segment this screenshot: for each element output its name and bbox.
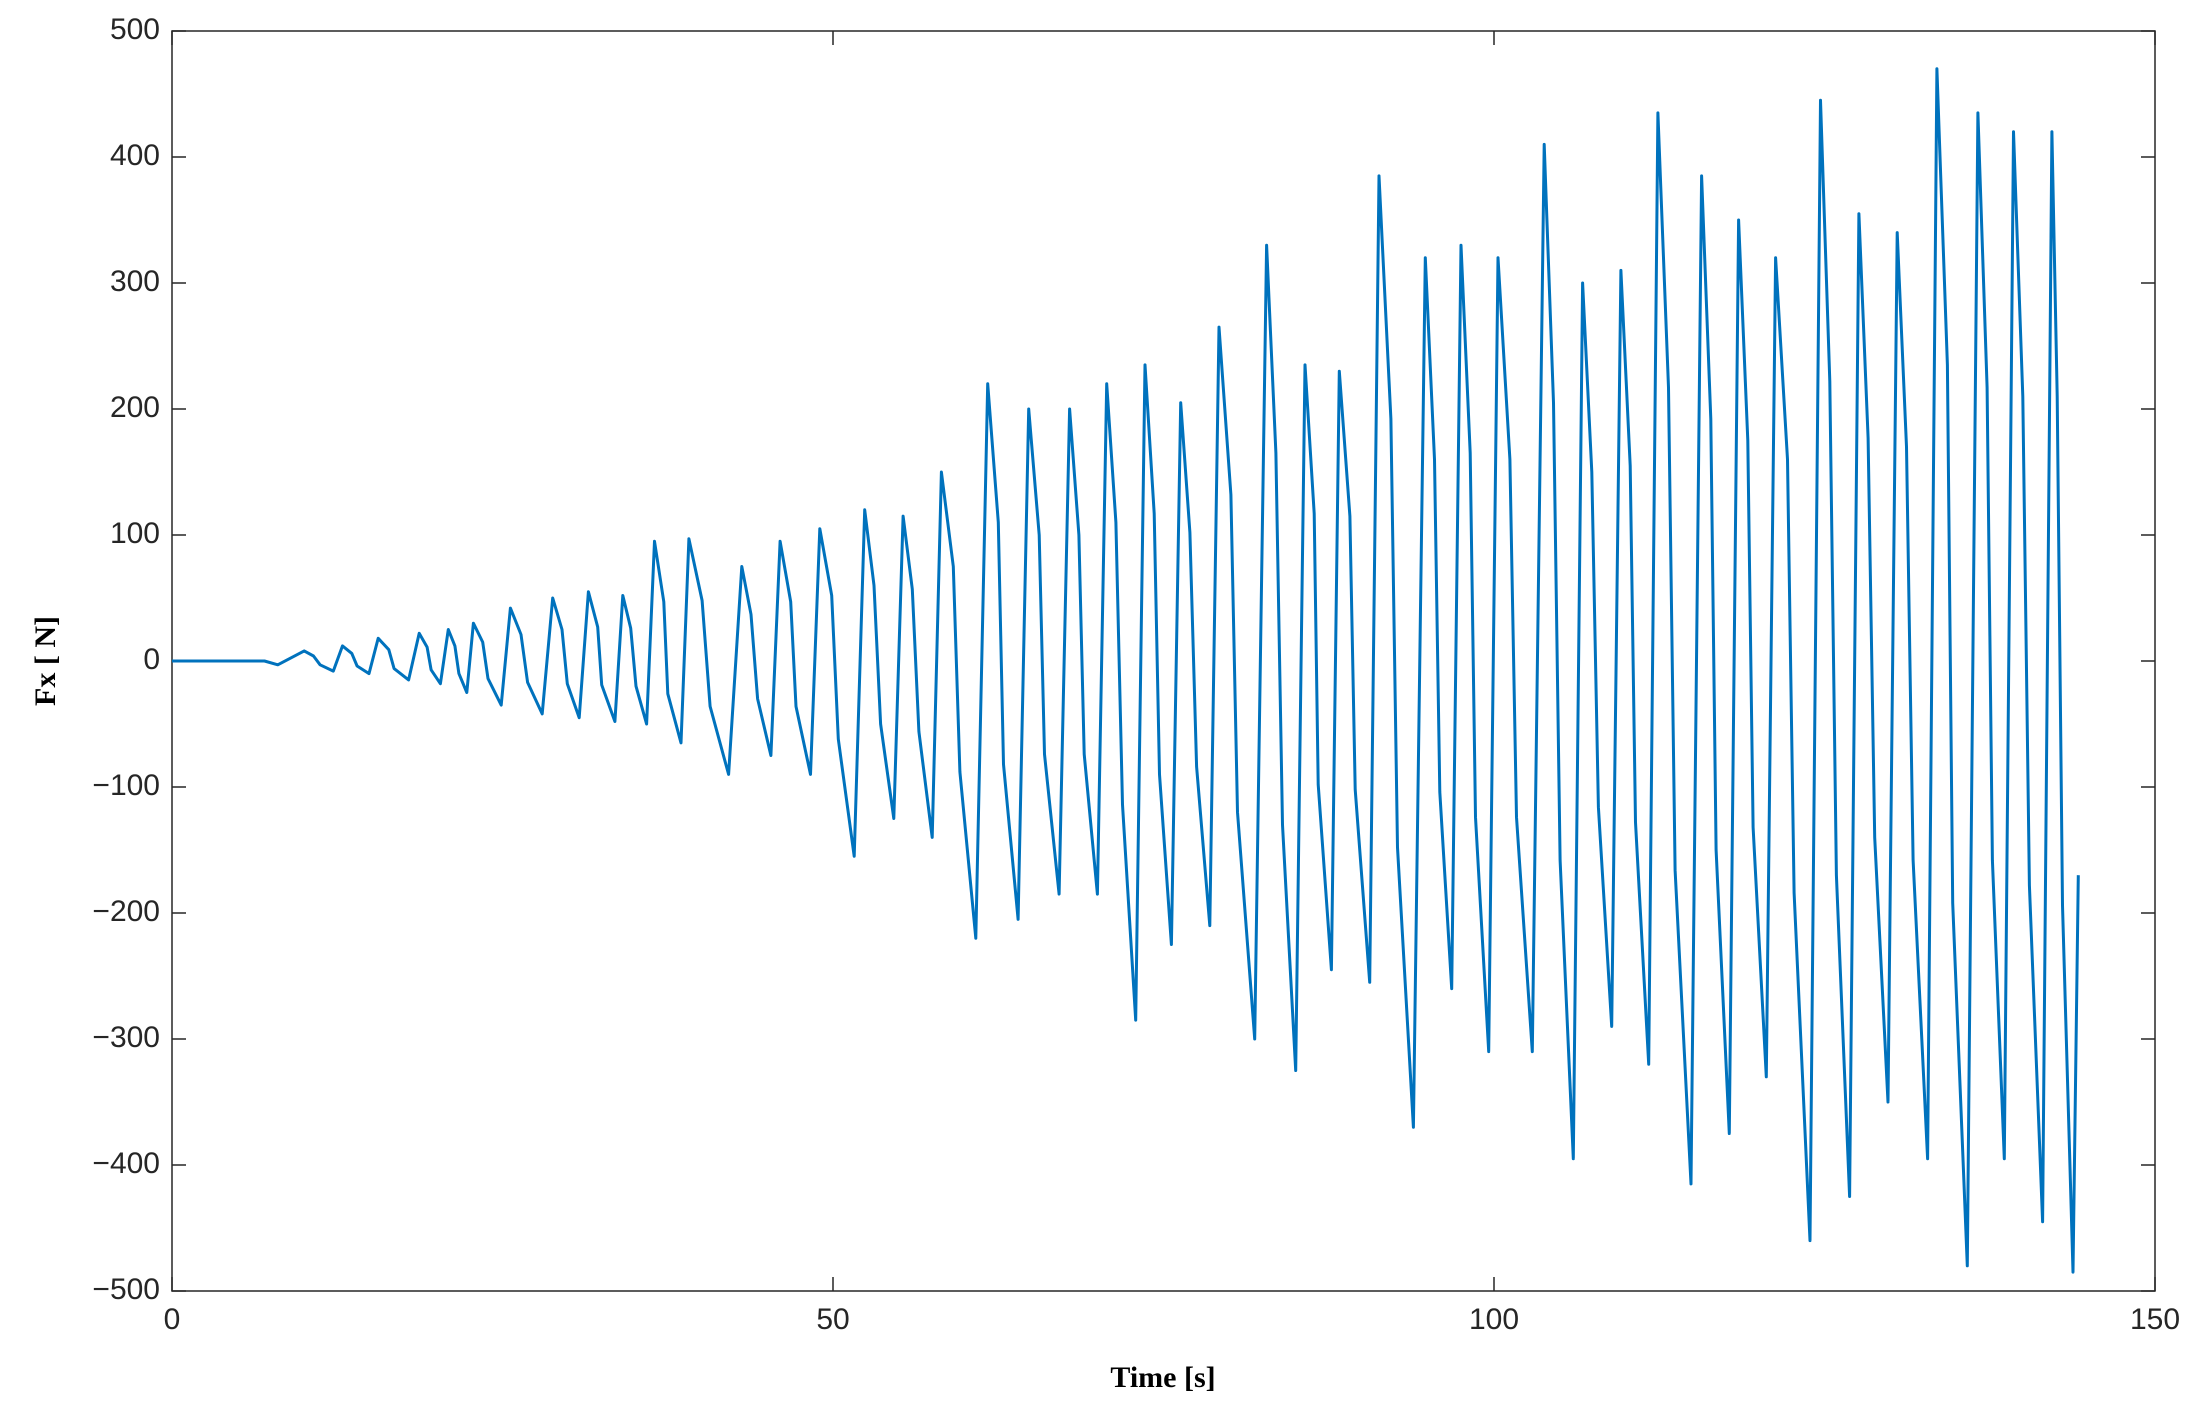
y-tick-label: −200 [92,895,160,928]
y-tick-label: −100 [92,769,160,802]
y-tick-label: 400 [110,139,160,172]
x-tick-label: 50 [816,1303,849,1336]
x-tick-label: 150 [2130,1303,2180,1336]
x-tick-label: 0 [164,1303,181,1336]
y-tick-label: −400 [92,1147,160,1180]
y-tick-label: −300 [92,1021,160,1054]
y-tick-label: −500 [92,1273,160,1306]
y-tick-label: 500 [110,13,160,46]
y-tick-label: 100 [110,517,160,550]
x-axis-label: Time [s] [1110,1361,1215,1394]
y-axis-label: Fx [ N] [29,616,62,706]
y-tick-label: 300 [110,265,160,298]
y-tick-label: 200 [110,391,160,424]
x-tick-label: 100 [1469,1303,1519,1336]
y-tick-label: 0 [143,643,160,676]
data-line [172,67,2080,1274]
